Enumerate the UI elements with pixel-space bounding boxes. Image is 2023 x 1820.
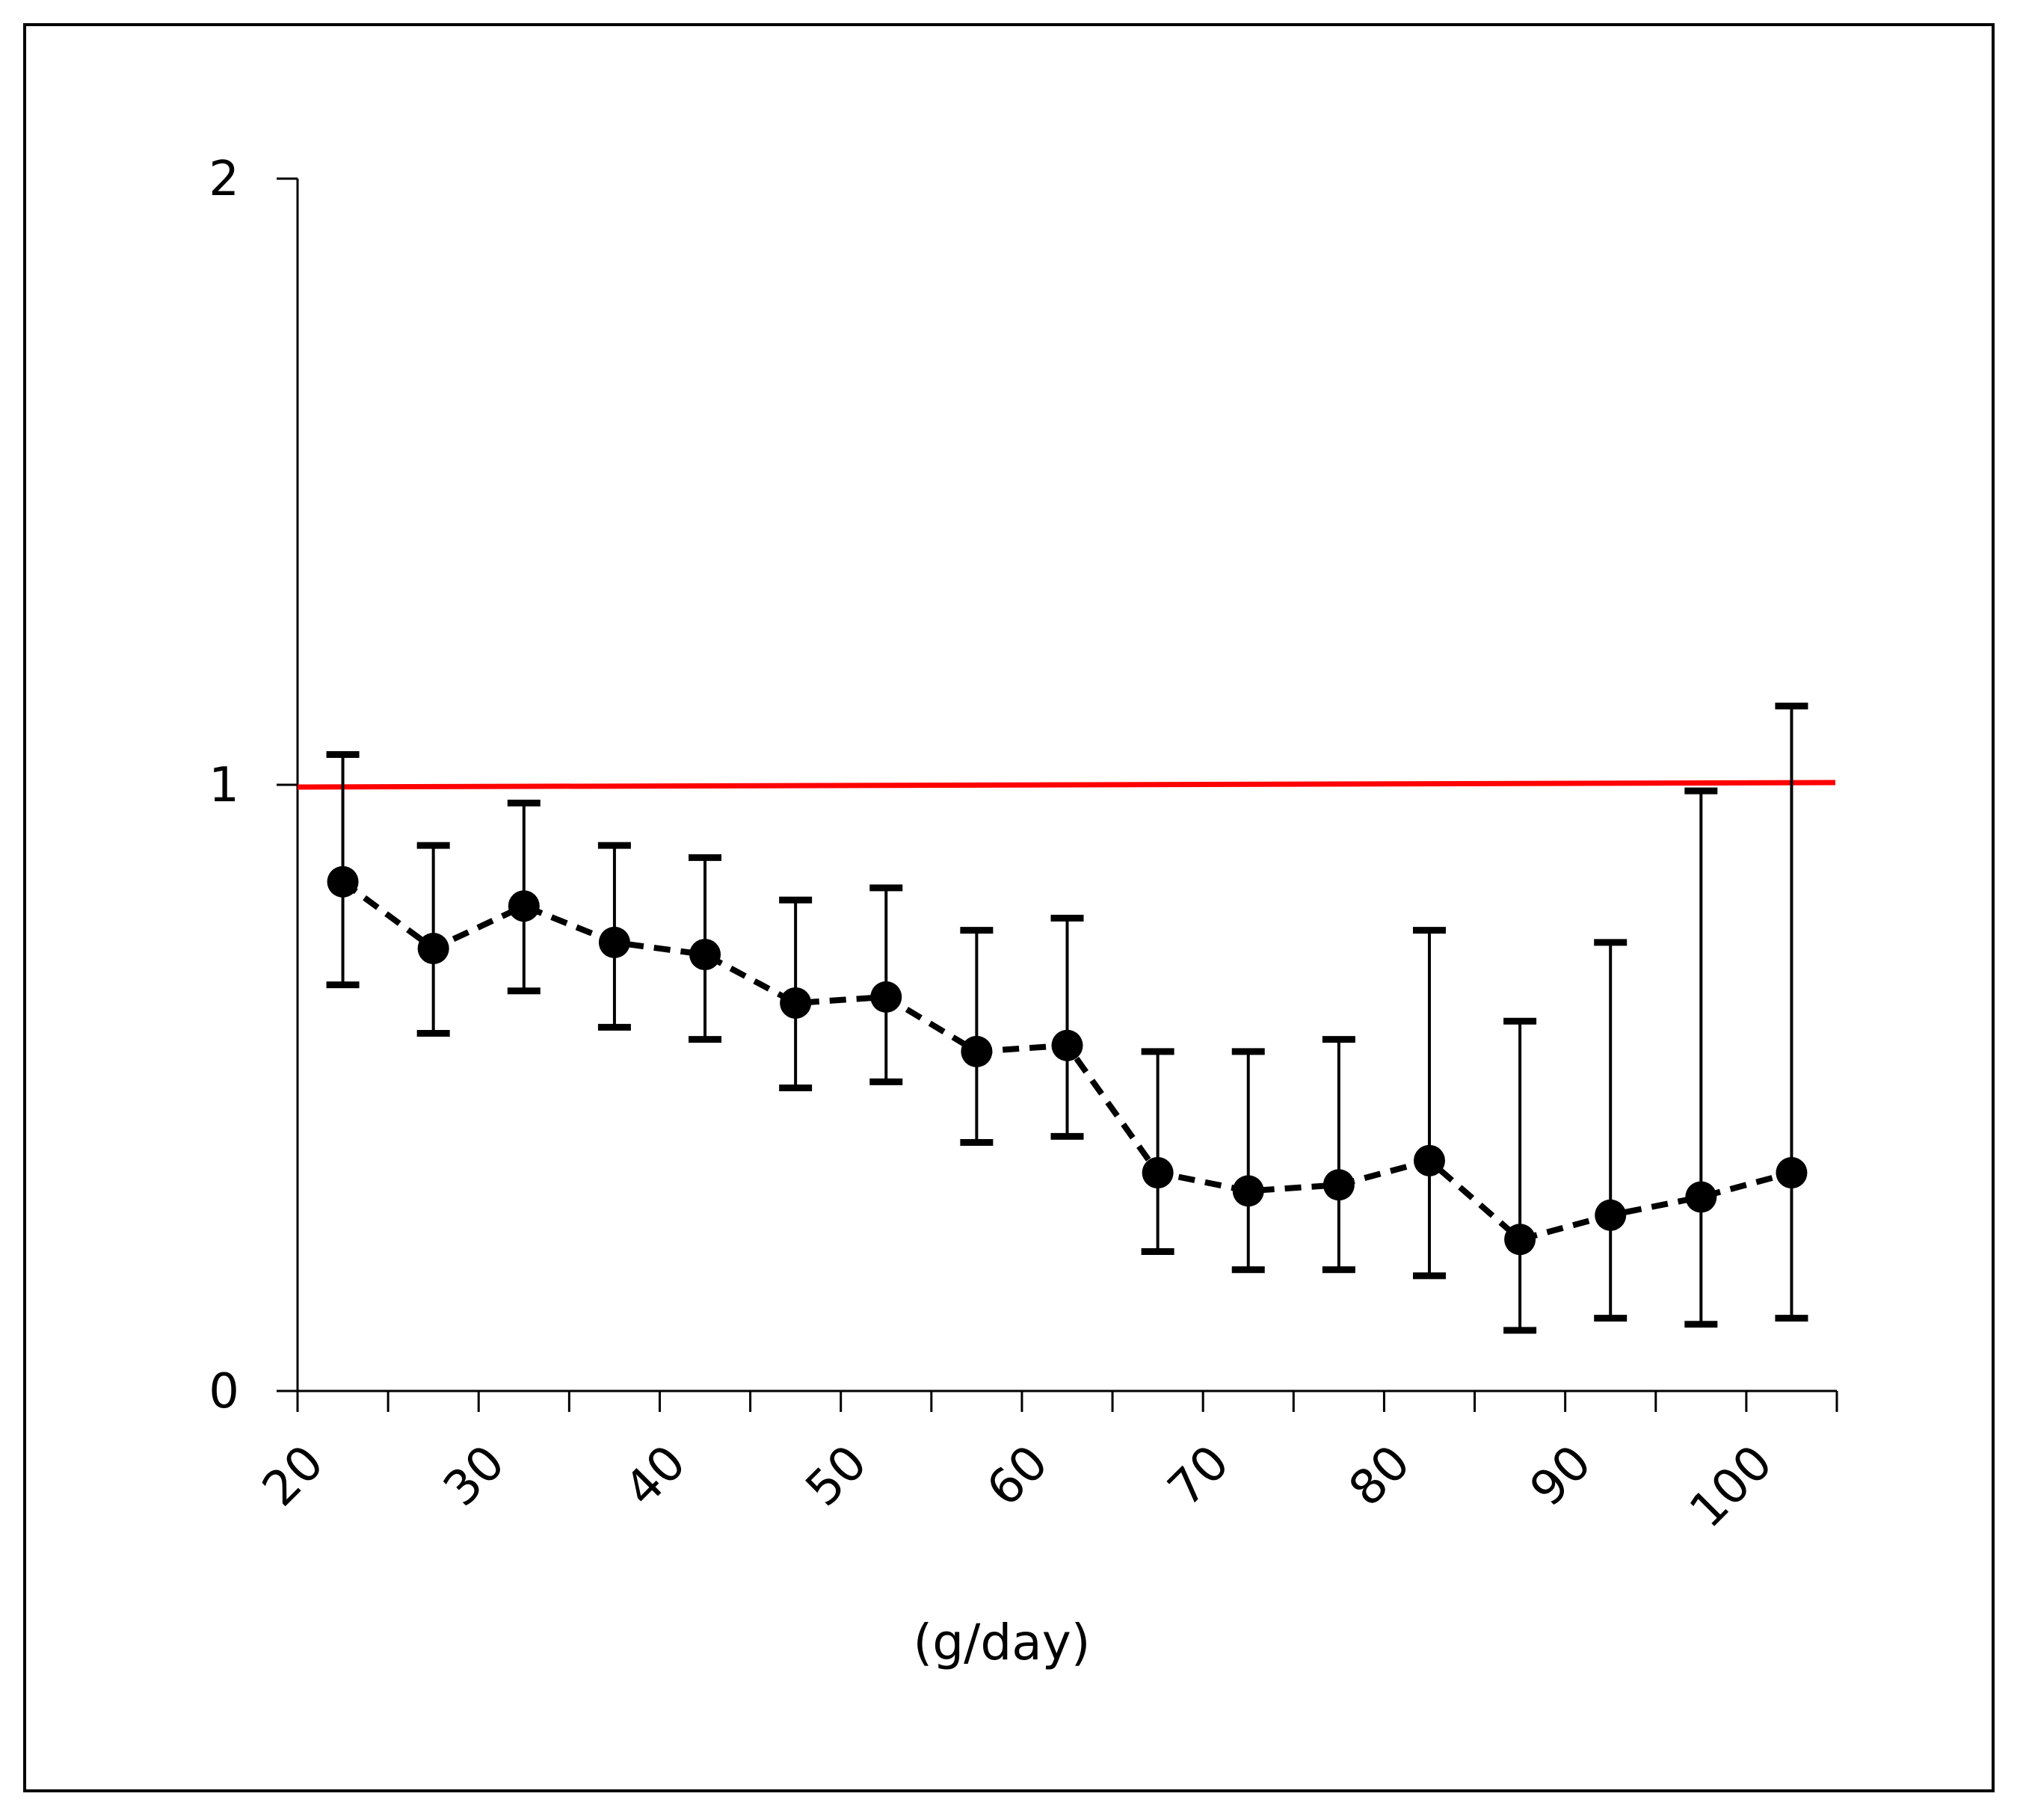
- series-group: [326, 703, 1808, 1334]
- error-bar: [1322, 1036, 1355, 1274]
- x-tick-label: 20: [252, 1435, 334, 1517]
- reference-line-group: [297, 780, 1836, 790]
- error-bar: [1412, 927, 1446, 1280]
- chart-svg: 0 1 2 20 30 40 50 60 70 80 90 100 (g/day): [209, 152, 1838, 1671]
- x-tick-label: 100: [1679, 1435, 1783, 1539]
- error-bar: [1684, 787, 1718, 1328]
- data-point: [327, 866, 359, 898]
- data-point: [417, 932, 449, 964]
- error-bar: [1141, 1048, 1174, 1255]
- data-point: [1595, 1199, 1627, 1231]
- x-tick-label: 70: [1158, 1435, 1240, 1517]
- data-point: [1323, 1169, 1355, 1201]
- x-tick-label: 40: [615, 1435, 697, 1517]
- data-point: [1685, 1181, 1717, 1213]
- reference-line: [297, 780, 1836, 790]
- x-axis-label: (g/day): [913, 1614, 1090, 1671]
- error-bar: [1050, 914, 1084, 1140]
- data-point: [1142, 1157, 1174, 1189]
- error-bar: [1231, 1048, 1265, 1274]
- data-point: [1232, 1175, 1264, 1207]
- data-point: [1413, 1144, 1445, 1176]
- data-point: [508, 890, 540, 922]
- data-point: [1504, 1224, 1536, 1256]
- chart-frame: 0 1 2 20 30 40 50 60 70 80 90 100 (g/day): [23, 23, 1995, 1792]
- x-tick-label: 60: [976, 1435, 1059, 1517]
- x-tick-label: 30: [434, 1435, 516, 1517]
- axes: 0 1 2 20 30 40 50 60 70 80 90 100: [209, 152, 1838, 1539]
- data-point: [870, 981, 902, 1013]
- error-bar: [1594, 939, 1628, 1322]
- data-point: [961, 1035, 993, 1067]
- x-tick-label: 50: [795, 1435, 878, 1517]
- labels-group: (g/day): [913, 1614, 1090, 1671]
- y-tick-label: 0: [209, 1364, 239, 1419]
- y-tick-label: 1: [209, 758, 239, 813]
- error-bar: [1503, 1017, 1537, 1334]
- data-point: [780, 987, 812, 1019]
- data-point: [598, 926, 630, 958]
- data-point: [1051, 1029, 1083, 1061]
- data-point: [1776, 1157, 1808, 1189]
- x-tick-label: 90: [1520, 1435, 1602, 1517]
- data-point: [689, 939, 721, 971]
- y-tick-label: 2: [209, 152, 239, 207]
- error-bar: [1775, 703, 1808, 1322]
- x-tick-label: 80: [1339, 1435, 1421, 1517]
